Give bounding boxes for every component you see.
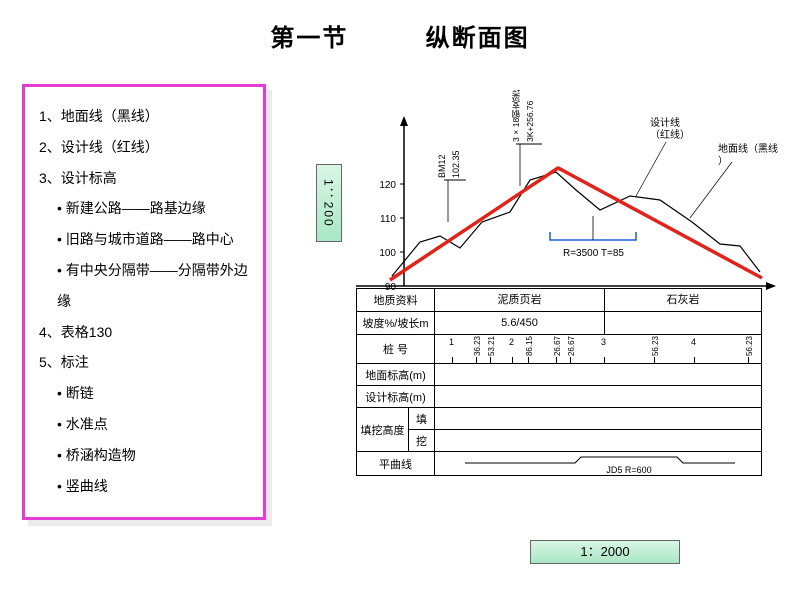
svg-text:3K+256.76: 3K+256.76 <box>525 100 535 142</box>
svg-text:120: 120 <box>379 180 396 191</box>
legend-item: 水准点 <box>39 409 253 440</box>
legend-item: 4、表格130 <box>39 317 253 348</box>
legend-item: 有中央分隔带——分隔带外边缘 <box>39 255 253 317</box>
legend-item: 竖曲线 <box>39 471 253 502</box>
svg-text:R=3500 T=85: R=3500 T=85 <box>563 248 624 259</box>
title-main: 纵断面图 <box>426 25 530 52</box>
legend-item: 3、设计标高 <box>39 163 253 194</box>
data-table: 地质资料泥质页岩石灰岩坡度%/坡长m5.6/450桩 号136.2353.212… <box>356 288 762 476</box>
legend-item: 5、标注 <box>39 347 253 378</box>
legend-item: 桥涵构造物 <box>39 440 253 471</box>
legend-item: 断链 <box>39 378 253 409</box>
horizontal-scale-badge: 1：2000 <box>530 540 680 564</box>
callout-ground-line: 地面线（黑线） <box>718 144 778 168</box>
svg-text:JD5 R=600: JD5 R=600 <box>606 465 651 475</box>
chart-svg: 90100110120BM12102.353×18钢支梁桥3K+256.76R=… <box>300 90 790 310</box>
svg-text:102.35: 102.35 <box>451 150 461 178</box>
legend-item: 2、设计线（红线） <box>39 132 253 163</box>
page-title: 第一节 纵断面图 <box>0 0 800 63</box>
profile-diagram: 1：200 1：2000 90100110120BM12102.353×18钢支… <box>300 90 790 570</box>
svg-text:100: 100 <box>379 248 396 259</box>
legend-item: 新建公路——路基边缘 <box>39 193 253 224</box>
svg-text:3×18钢支梁桥: 3×18钢支梁桥 <box>511 90 521 142</box>
title-section: 第一节 <box>270 25 348 52</box>
legend-box: 1、地面线（黑线）2、设计线（红线）3、设计标高新建公路——路基边缘旧路与城市道… <box>22 84 266 520</box>
callout-design-line: 设计线（红线） <box>650 118 690 142</box>
legend-item: 1、地面线（黑线） <box>39 101 253 132</box>
svg-text:110: 110 <box>380 214 396 225</box>
legend-item: 旧路与城市道路——路中心 <box>39 224 253 255</box>
svg-text:BM12: BM12 <box>437 154 447 178</box>
